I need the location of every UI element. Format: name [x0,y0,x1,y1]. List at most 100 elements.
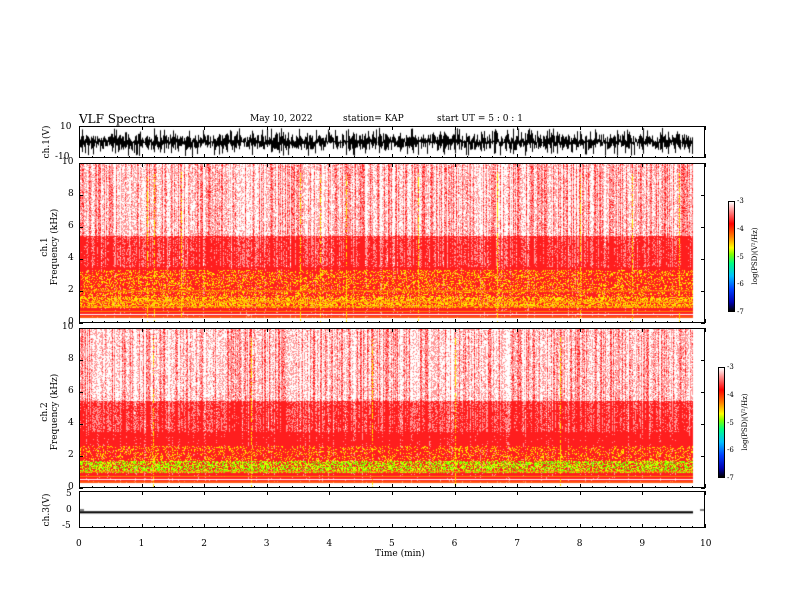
x-minor-tick [241,156,243,158]
x-minor-tick [667,526,669,528]
x-tick-mark [392,163,393,167]
x-minor-tick [629,156,631,158]
freq-tick-mark [701,456,705,457]
x-tick-mark [79,328,80,332]
x-tick-mark [642,319,644,323]
x-tick-mark [517,163,519,167]
x-tick-mark [329,524,331,528]
x-tick-mark [705,126,706,130]
x-minor-tick [617,486,619,488]
x-tick-mark [329,484,331,488]
x-minor-tick [279,156,281,158]
x-minor-tick [304,156,306,158]
x-tick-mark [204,328,206,332]
x-minor-tick [254,156,256,158]
freq-tick-mark [79,163,83,164]
ch1-spectrogram-panel [79,163,705,323]
x-tick-mark [454,524,456,528]
ch1-colorbar-label: log(PSD)(V²/Hz) [751,227,759,285]
x-tick-mark [454,163,456,167]
freq-tick-label: 8 [68,354,74,364]
x-tick-mark [454,491,456,495]
x-minor-tick [529,321,531,323]
x-tick-mark [141,163,143,167]
x-tick-mark [329,126,331,130]
x-tick-mark [517,484,519,488]
x-tick-mark [392,484,393,488]
x-tick-mark [329,154,331,158]
x-minor-tick [216,526,218,528]
x-tick-mark [579,163,581,167]
x-tick-mark [266,154,268,158]
x-minor-tick [404,486,406,488]
x-minor-tick [341,526,343,528]
x-minor-tick [629,526,631,528]
x-tick-mark [329,319,331,323]
ch2-colorbar-label: log(PSD)(V²/Hz) [741,393,749,451]
x-minor-tick [91,321,93,323]
x-tick-mark [79,484,80,488]
x-minor-tick [492,526,494,528]
ch1-waveform-trace [80,127,704,157]
x-tick-mark [454,126,456,130]
freq-tick-mark [79,456,83,457]
x-tick-mark [79,524,80,528]
x-tick-label: 7 [514,539,520,549]
freq-tick-mark [701,291,705,292]
x-tick-mark [141,154,143,158]
ch1-spectrogram-ylabel: ch.1 Frequency (kHz) [40,202,60,292]
colorbar-tick-label: -6 [737,280,744,289]
x-tick-mark [204,524,206,528]
freq-tick-mark [79,259,83,260]
x-tick-mark [517,154,519,158]
x-tick-mark [517,491,519,495]
x-minor-tick [404,321,406,323]
x-tick-mark [642,328,644,332]
x-tick-mark [579,484,581,488]
x-tick-mark [579,491,581,495]
x-minor-tick [104,486,106,488]
x-minor-tick [667,321,669,323]
x-minor-tick [279,486,281,488]
x-tick-mark [266,126,268,130]
x-minor-tick [604,321,606,323]
freq-tick-mark [79,328,83,329]
x-minor-tick [254,486,256,488]
ch1-colorbar [728,201,735,312]
ch1-spectrogram-image [80,164,704,322]
ch1-ytick-top: 10 [60,122,72,132]
x-tick-mark [79,491,80,495]
freq-tick-label: 0 [68,317,74,327]
x-tick-mark [642,154,644,158]
freq-tick-mark [79,392,83,393]
x-tick-mark [392,154,393,158]
x-minor-tick [504,156,506,158]
freq-tick-mark [701,163,705,164]
freq-tick-label: 2 [68,285,74,295]
x-minor-tick [529,526,531,528]
x-minor-tick [179,321,181,323]
colorbar-tick-label: -3 [737,197,744,205]
x-minor-tick [492,321,494,323]
x-minor-tick [354,321,356,323]
x-tick-mark [204,154,206,158]
x-minor-tick [679,526,681,528]
x-tick-label: 1 [138,539,145,549]
x-tick-mark [705,484,706,488]
x-minor-tick [191,321,193,323]
x-tick-mark [141,126,143,130]
x-tick-mark [266,319,268,323]
x-minor-tick [604,526,606,528]
x-minor-tick [154,156,156,158]
x-minor-tick [679,321,681,323]
x-minor-tick [254,321,256,323]
x-minor-tick [504,526,506,528]
x-tick-mark [392,524,393,528]
x-minor-tick [692,156,694,158]
x-tick-mark [141,524,143,528]
freq-tick-mark [701,488,705,489]
x-minor-tick [492,156,494,158]
x-minor-tick [529,486,531,488]
x-minor-tick [417,321,419,323]
x-tick-mark [579,524,581,528]
